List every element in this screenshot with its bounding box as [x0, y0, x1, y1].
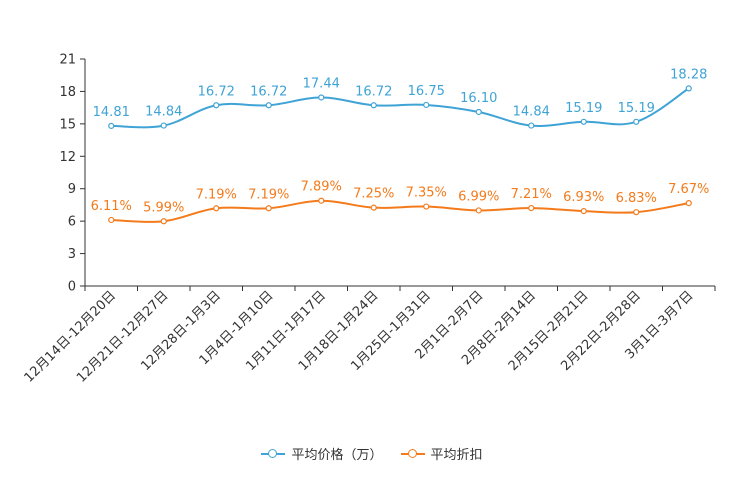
data-point [475, 108, 482, 116]
data-point [580, 118, 587, 125]
data-point [633, 118, 640, 125]
data-label: 6.99% [458, 189, 499, 204]
data-label: 16.72 [250, 84, 287, 99]
data-label: 16.72 [198, 84, 235, 99]
data-label: 16.72 [355, 84, 392, 99]
legend-label-discount: 平均折扣 [430, 448, 483, 463]
data-label: 6.83% [616, 191, 657, 206]
data-point [685, 199, 692, 207]
x-tick-label: 12月14日-12月20日 [22, 288, 119, 385]
data-point [423, 101, 430, 109]
data-label: 14.84 [513, 105, 550, 120]
data-point [685, 85, 692, 92]
data-label: 7.25% [353, 187, 394, 202]
data-label: 15.19 [618, 101, 655, 116]
data-point [318, 94, 325, 101]
data-label: 7.21% [511, 187, 552, 202]
series-line-0 [111, 87, 690, 129]
data-label: 15.19 [565, 101, 602, 116]
data-label: 18.28 [670, 67, 707, 82]
data-point [580, 207, 587, 215]
data-label: 17.44 [303, 76, 340, 91]
data-label: 7.19% [196, 187, 237, 202]
data-point [318, 197, 325, 204]
data-point [475, 207, 482, 214]
data-point [213, 102, 220, 109]
data-point [528, 122, 535, 129]
y-tick-label: 0 [68, 280, 76, 295]
x-tick-label: 12月21日-12月27日 [74, 288, 171, 385]
legend-item-price[interactable]: 平均价格（万） [261, 444, 383, 463]
legend-line-circle-icon [261, 447, 286, 461]
data-point [213, 205, 220, 212]
legend: 平均价格（万） 平均折扣 [0, 444, 744, 463]
data-point [633, 209, 640, 216]
data-point [423, 203, 430, 210]
data-label: 14.81 [93, 105, 130, 120]
data-point [108, 216, 115, 224]
data-label: 7.19% [248, 187, 289, 202]
data-point [528, 204, 535, 212]
data-label: 16.75 [408, 84, 445, 99]
data-point [370, 102, 377, 109]
data-label: 16.10 [460, 91, 497, 106]
data-point [160, 122, 167, 129]
y-tick-label: 15 [59, 117, 76, 132]
y-tick-label: 6 [68, 215, 76, 230]
y-tick-label: 12 [59, 150, 76, 165]
legend-item-discount[interactable]: 平均折扣 [400, 444, 483, 463]
legend-line-circle-icon [400, 447, 425, 461]
data-point [370, 204, 377, 211]
data-label: 5.99% [143, 200, 184, 215]
data-label: 7.89% [301, 180, 342, 195]
y-tick-label: 18 [59, 85, 76, 100]
data-label: 7.35% [406, 186, 447, 201]
legend-label-price: 平均价格（万） [291, 448, 383, 463]
data-point [160, 218, 167, 225]
series-line-1 [111, 199, 689, 223]
y-tick-label: 21 [59, 53, 76, 68]
data-label: 6.93% [563, 190, 604, 205]
data-point [265, 102, 272, 109]
data-point [265, 205, 272, 212]
data-label: 6.11% [91, 199, 132, 214]
data-label: 7.67% [668, 182, 709, 197]
data-label: 14.84 [145, 105, 182, 120]
y-tick-label: 9 [68, 182, 76, 197]
data-point [108, 122, 115, 130]
y-tick-label: 3 [68, 247, 76, 262]
